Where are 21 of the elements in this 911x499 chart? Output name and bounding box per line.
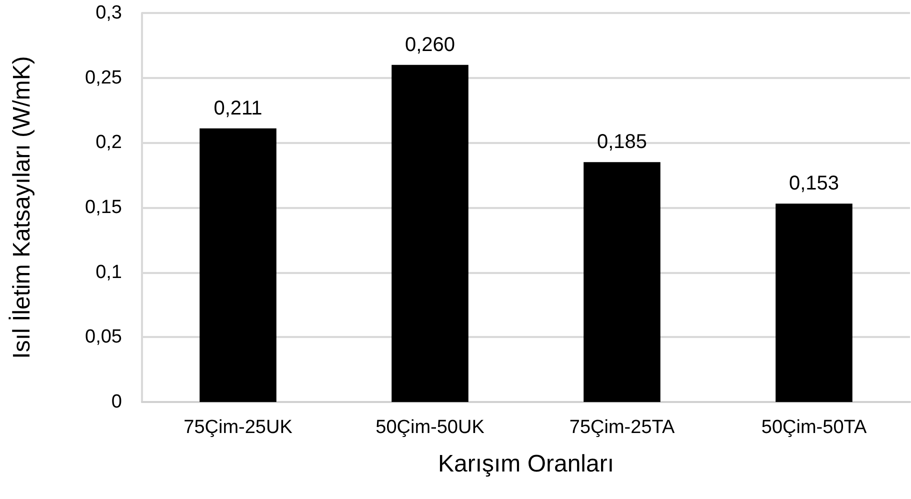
y-tick-label: 0,2 xyxy=(96,132,122,154)
x-tick-label: 75Çim-25UK xyxy=(184,417,293,438)
x-tick-label: 75Çim-25TA xyxy=(569,417,675,438)
data-label: 0,185 xyxy=(596,131,648,154)
y-tick-label: 0,1 xyxy=(96,262,122,283)
data-label: 0,153 xyxy=(788,172,840,195)
bar xyxy=(392,64,468,402)
y-tick-label: 0,15 xyxy=(85,197,122,218)
x-tick-label: 50Çim-50UK xyxy=(376,417,485,438)
x-tick-label: 50Çim-50TA xyxy=(761,417,867,438)
y-tick-label: 0,05 xyxy=(85,326,122,348)
bar xyxy=(200,128,276,402)
y-tick-label: 0,25 xyxy=(85,67,122,88)
data-label: 0,260 xyxy=(404,34,456,56)
y-tick-label: 0,3 xyxy=(96,2,122,24)
y-axis-title: Isıl İletim Katsayıları (W/mK) xyxy=(8,56,36,359)
bar xyxy=(584,162,660,402)
x-axis-title: Karışım Oranları xyxy=(438,450,614,478)
y-tick-label: 0 xyxy=(111,392,122,412)
data-label: 0,211 xyxy=(214,97,262,120)
bar xyxy=(776,204,852,402)
